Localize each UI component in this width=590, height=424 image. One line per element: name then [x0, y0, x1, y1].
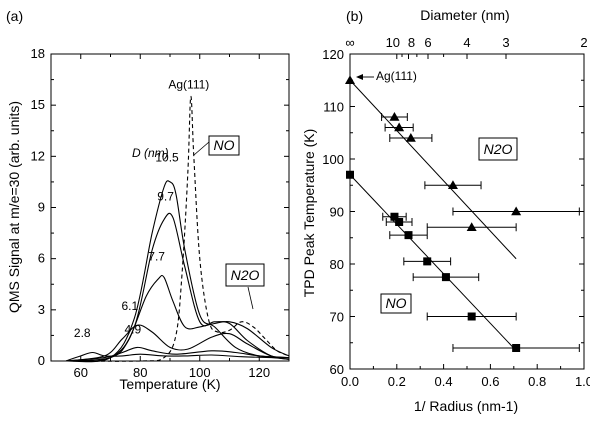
marker-no	[441, 273, 450, 282]
marker-n2o	[447, 180, 458, 189]
panel-a-y-tick-label: 9	[38, 200, 45, 215]
panel-a: (a) 10.59.77.76.14.92.8Ag(111) 60 80 100 12…	[6, 8, 290, 392]
curve-7-7	[65, 274, 290, 362]
panel-b-ticks: 0.0 0.2 0.4 0.6 0.8 1.0 60 70 80 90 100 110 120∞ 10 8 6…	[322, 35, 590, 389]
n2o-label-a: N2O	[231, 267, 260, 283]
panel-b-top-tick-label: ∞	[345, 35, 354, 50]
panel-a-y-tick-label: 3	[38, 302, 45, 317]
panel-a-y-tick-label: 6	[38, 251, 45, 266]
panel-a-y-tick-label: 12	[31, 148, 45, 163]
panel-b-y-tick-label: 70	[330, 310, 344, 325]
curve-label-9-7: 9.7	[157, 190, 174, 204]
curve-label-ag-111: Ag(111)	[168, 78, 209, 92]
marker-no	[467, 312, 476, 321]
fit-line-n2o	[349, 79, 517, 260]
panel-b-top-tick-label: 3	[502, 35, 509, 50]
no-pointer-line-a	[193, 141, 210, 156]
marker-no	[423, 257, 432, 266]
no-label-box-b	[380, 293, 412, 314]
panel-b-x-tick-label: 0.0	[341, 374, 359, 389]
panel-b-top-tick-label: 10	[386, 35, 400, 50]
curve-label-2-8: 2.8	[74, 326, 91, 340]
n2o-boxed-label-a: N2O	[225, 263, 265, 287]
panel-b-y-tick-label: 100	[322, 152, 344, 167]
curve-label-6-1: 6.1	[121, 299, 138, 313]
curve-label-4-9: 4.9	[124, 323, 141, 337]
marker-n2o	[466, 222, 477, 231]
panel-a-frame	[50, 53, 290, 362]
curve-label-7-7: 7.7	[148, 249, 165, 263]
panel-b-y-axis-label: TPD Peak Temperature (K)	[301, 129, 317, 298]
panel-a-label: (a)	[6, 8, 23, 24]
panel-a-y-tick-label: 18	[31, 46, 45, 61]
panel-a-legend-header-text: D (nm)	[132, 146, 169, 160]
no-boxed-label-a: NO	[208, 135, 240, 156]
panel-a-legend-header: D (nm)	[132, 146, 169, 160]
curve-10-5	[65, 180, 290, 363]
panel-b-y-tick-label: 90	[330, 205, 344, 220]
panel-a-x-tick-label: 100	[189, 365, 211, 380]
curve-6-1	[65, 324, 290, 362]
panel-a-ticks: 60 80 100 120 0 3 6 9 12 15 18	[31, 46, 290, 380]
panel-a-x-axis-label: Temperature (K)	[119, 376, 220, 392]
panel-b-label: (b)	[346, 8, 363, 24]
panel-b-x-tick-label: 0.8	[528, 374, 546, 389]
marker-n2o	[511, 206, 522, 216]
ag111-arrowhead-b	[356, 74, 363, 80]
panel-b-top-axis-label: Diameter (nm)	[420, 7, 509, 23]
panel-b-x-tick-label: 0.6	[481, 374, 499, 389]
panel-a-x-tick-label: 80	[133, 365, 147, 380]
marker-n2o	[389, 112, 400, 121]
marker-no	[390, 212, 399, 221]
panel-a-x-tick-label: 60	[74, 365, 88, 380]
panel-b-top-tick-label: 2	[580, 35, 587, 50]
panel-b-y-tick-label: 80	[330, 257, 344, 272]
panel-b-top-tick-label: 8	[408, 35, 415, 50]
ag111-annotation-b: Ag(111)	[376, 69, 417, 83]
curve-4-9	[65, 346, 290, 362]
panel-b-y-tick-label: 110	[323, 100, 344, 115]
no-label-a: NO	[214, 137, 235, 153]
panel-b-top-tick-label: 6	[424, 35, 431, 50]
panel-b: (b) Diameter (nm) 0.0 0.2 0.4 0.6 0.8 1.0 60 70…	[301, 7, 590, 414]
n2o-boxed-label-b: N2O	[478, 137, 518, 161]
marker-n2o	[394, 122, 405, 132]
panel-a-plot-area: 10.5 9.7 7.7 6.1 4.9 2.8 Ag(111)	[65, 78, 290, 363]
no-label-b: NO	[386, 295, 407, 311]
fit-line-no	[349, 174, 517, 351]
n2o-pointer-line-a	[247, 286, 254, 310]
panel-b-y-tick-label: 120	[322, 47, 344, 62]
marker-no	[512, 344, 521, 352]
panel-b-top-tick-label: 4	[463, 35, 470, 50]
panel-b-x-tick-label: 0.4	[435, 374, 453, 389]
marker-n2o	[405, 133, 416, 142]
n2o-label-b: N2O	[484, 141, 513, 157]
marker-no	[404, 231, 413, 240]
curve-9-7	[65, 212, 290, 362]
panel-a-y-tick-label: 15	[31, 97, 45, 112]
panel-a-x-tick-label: 120	[248, 365, 270, 380]
curve-label-10-5: 10.5	[155, 150, 179, 164]
no-boxed-label-b: NO	[380, 293, 412, 314]
panel-b-x-tick-label: 0.2	[388, 374, 406, 389]
panel-a-y-tick-label: 0	[38, 353, 45, 368]
panel-b-x-tick-label: 1.0	[575, 374, 590, 389]
n2o-label-box-a	[225, 263, 265, 287]
n2o-label-box-b	[478, 137, 518, 161]
marker-no	[395, 218, 404, 226]
panel-b-plot-area	[345, 75, 580, 352]
curve-ag-111	[65, 96, 290, 362]
panel-a-y-axis-label: QMS Signal at m/e=30 (arb. units)	[6, 101, 22, 313]
curve-2-8	[65, 351, 290, 362]
panel-b-y-tick-label: 60	[330, 362, 344, 377]
panel-b-x-axis-label: 1/ Radius (nm-1)	[414, 398, 518, 414]
no-label-box-a	[208, 135, 240, 156]
